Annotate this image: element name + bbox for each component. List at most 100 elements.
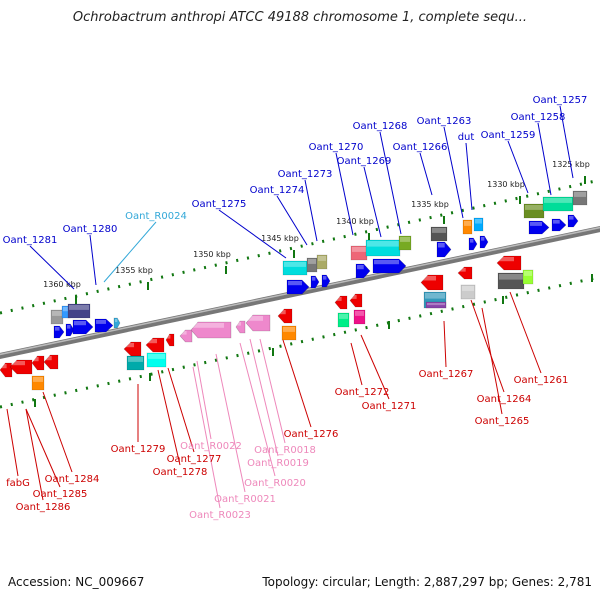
feature-box-21-shine bbox=[339, 314, 348, 319]
reverse-cds-arrow-13-shine bbox=[45, 356, 52, 361]
forward-cds-arrow-14-shine bbox=[74, 321, 86, 326]
reverse-cds-arrow-2-shine bbox=[459, 268, 466, 272]
reverse-cds-arrow-12 bbox=[31, 355, 45, 371]
kbp-label-1355-kbp: 1355 kbp bbox=[115, 266, 153, 275]
feature-box-18-shine bbox=[462, 286, 474, 291]
gene-label-oant-r0024: Oant_R0024 bbox=[125, 211, 187, 222]
feature-box-3-shine bbox=[574, 192, 586, 197]
gene-label-oant-1267: Oant_1267 bbox=[419, 369, 474, 380]
feature-box-20 bbox=[425, 301, 447, 309]
connector-oant-r0021 bbox=[215, 353, 246, 493]
connector-oant-1281 bbox=[29, 245, 75, 290]
connector-oant-1284 bbox=[42, 391, 73, 473]
reverse-cds-arrow-3-shine bbox=[422, 276, 436, 281]
gene-label-oant-1271: Oant_1271 bbox=[362, 401, 417, 412]
connector-oant-1274 bbox=[276, 195, 308, 246]
gene-label-dut: dut bbox=[458, 132, 475, 143]
connector-oant-1271 bbox=[360, 334, 390, 400]
forward-cds-arrow-12 bbox=[53, 325, 65, 339]
gene-label-oant-1279: Oant_1279 bbox=[111, 444, 166, 455]
gene-label-oant-r0019: Oant_R0019 bbox=[247, 458, 309, 469]
gene-label-oant-1270: Oant_1270 bbox=[309, 142, 364, 153]
gene-label-oant-1259: Oant_1259 bbox=[481, 130, 536, 141]
gene-label-oant-1275: Oant_1275 bbox=[192, 199, 247, 210]
connector-oant-1272 bbox=[350, 342, 363, 386]
gene-label-oant-1277: Oant_1277 bbox=[167, 454, 222, 465]
gene-label-fabg: fabG bbox=[6, 478, 30, 489]
forward-trna-arrow-shine bbox=[115, 319, 118, 322]
forward-cds-arrow-9-shine bbox=[288, 281, 302, 286]
reverse-rna-arrow-2-shine bbox=[192, 323, 224, 328]
reverse-cds-arrow-9 bbox=[165, 333, 175, 347]
feature-box-17 bbox=[522, 269, 534, 285]
feature-box-5 bbox=[473, 217, 484, 232]
forward-cds-arrow-15-shine bbox=[96, 320, 106, 324]
reverse-cds-arrow-11-shine bbox=[11, 361, 25, 366]
connector-oant-1257 bbox=[559, 105, 574, 179]
feature-box-26-shine bbox=[33, 377, 43, 382]
forward-cds-arrow-7-shine bbox=[357, 265, 364, 270]
reverse-rna-arrow-4-shine bbox=[247, 316, 263, 321]
feature-box-12-shine bbox=[318, 256, 326, 261]
feature-box-25-shine bbox=[148, 354, 165, 359]
forward-cds-arrow-5-shine bbox=[481, 237, 485, 241]
reverse-cds-arrow-1-shine bbox=[498, 257, 514, 262]
accession-label: Accession: NC_009667 bbox=[8, 575, 145, 589]
kbp-label-1335-kbp: 1335 kbp bbox=[411, 200, 449, 209]
connector-fabg bbox=[6, 408, 19, 477]
connector-oant-1270 bbox=[335, 152, 354, 236]
feature-box-15-shine bbox=[69, 305, 89, 310]
gene-label-oant-1274: Oant_1274 bbox=[250, 185, 305, 196]
reverse-cds-arrow-10 bbox=[0, 362, 13, 378]
feature-box-18 bbox=[460, 284, 476, 300]
feature-box-9 bbox=[398, 235, 412, 251]
forward-cds-arrow-4-shine bbox=[470, 239, 474, 243]
connector-oant-r0023 bbox=[192, 366, 221, 509]
gene-label-oant-1268: Oant_1268 bbox=[353, 121, 408, 132]
reverse-cds-arrow-2 bbox=[457, 266, 473, 280]
forward-cds-arrow-8 bbox=[372, 258, 407, 274]
feature-box-8-shine bbox=[367, 241, 399, 247]
feature-box-6-shine bbox=[432, 228, 446, 233]
connector-oant-1263 bbox=[443, 126, 464, 219]
feature-box-7-shine bbox=[352, 247, 366, 252]
topology-label: Topology: circular; Length: 2,887,297 bp… bbox=[262, 575, 592, 589]
connector-oant-1261 bbox=[509, 291, 542, 374]
feature-box-25 bbox=[146, 352, 167, 368]
forward-cds-arrow-13 bbox=[65, 323, 75, 337]
reverse-cds-arrow-8 bbox=[145, 337, 165, 353]
feature-box-13-shine bbox=[52, 311, 62, 316]
feature-box-3 bbox=[572, 190, 588, 206]
feature-box-16-shine bbox=[499, 274, 523, 280]
connector-oant-1265 bbox=[481, 307, 503, 415]
connector-oant-1275 bbox=[218, 209, 287, 259]
feature-box-23 bbox=[281, 325, 297, 341]
connector-oant-1280 bbox=[89, 234, 97, 286]
forward-cds-arrow-15 bbox=[94, 318, 114, 333]
forward-cds-arrow-14 bbox=[72, 319, 94, 335]
gene-label-oant-1281: Oant_1281 bbox=[3, 235, 58, 246]
forward-cds-arrow-12-shine bbox=[55, 327, 60, 331]
connector-oant-1277 bbox=[167, 367, 195, 453]
reverse-track-line bbox=[0, 275, 600, 409]
forward-trna-arrow bbox=[113, 317, 121, 329]
kbp-label-1330-kbp: 1330 kbp bbox=[487, 180, 525, 189]
kbp-label-1350-kbp: 1350 kbp bbox=[193, 250, 231, 259]
gene-label-oant-1273: Oant_1273 bbox=[278, 169, 333, 180]
forward-cds-arrow-1-shine bbox=[530, 222, 542, 226]
gene-label-oant-1269: Oant_1269 bbox=[337, 156, 392, 167]
page-title: Ochrobactrum anthropi ATCC 49188 chromos… bbox=[72, 10, 528, 25]
reverse-cds-arrow-6-shine bbox=[279, 310, 286, 315]
connector-dut bbox=[465, 142, 473, 211]
feature-box-9-shine bbox=[400, 237, 410, 242]
feature-box-5-shine bbox=[475, 219, 482, 224]
kbp-label-1345-kbp: 1345 kbp bbox=[261, 234, 299, 243]
connector-oant-1264 bbox=[470, 299, 505, 393]
connector-oant-r0024 bbox=[103, 221, 157, 283]
connector-oant-r0019 bbox=[249, 338, 279, 457]
forward-cds-arrow-3-shine bbox=[569, 216, 574, 220]
gene-label-oant-1272: Oant_1272 bbox=[335, 387, 390, 398]
reverse-cds-arrow-8-shine bbox=[147, 339, 157, 344]
forward-cds-arrow-8-shine bbox=[374, 260, 399, 265]
kbp-label-1340-kbp: 1340 kbp bbox=[336, 217, 374, 226]
